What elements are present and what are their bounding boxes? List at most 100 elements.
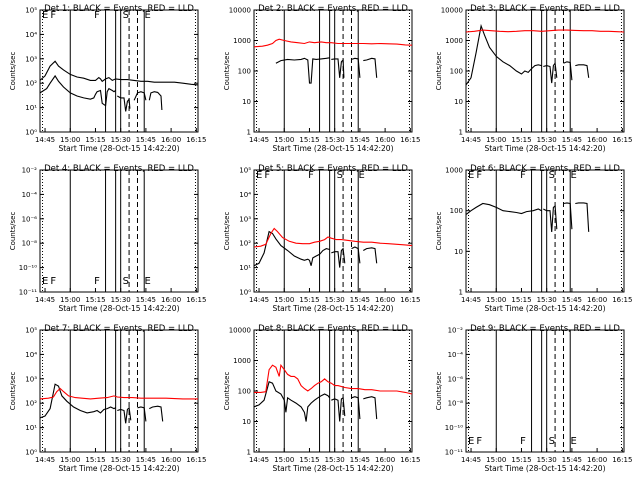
x-tick-label: 16:15 [400,456,420,464]
y-tick-label: 10¹ [25,104,37,112]
y-axis-title: Counts/sec [9,372,17,411]
y-tick-label: 10 [454,248,463,256]
y-tick-label: 10² [25,80,37,88]
plot-frame [253,169,413,293]
x-tick-label: 15:00 [60,136,80,144]
flag-label: S [549,170,555,181]
y-tick-label: 100 [238,68,251,76]
x-tick-label: 14:45 [249,136,269,144]
events-series-segment [39,60,199,86]
x-tick-label: 15:15 [511,296,531,304]
x-tick-label: 14:45 [35,456,55,464]
y-tick-label: 10⁰ [25,449,37,457]
plot-frame [39,169,199,293]
panel-title: Det 1: BLACK = Events, RED = LLD [44,4,194,14]
x-tick-label: 16:15 [612,456,632,464]
events-series-segment [575,202,590,232]
x-tick-label: 15:30 [325,136,345,144]
events-series-segment [148,91,163,111]
flag-label: S [123,10,129,21]
y-tick-label: 10⁰ [239,289,251,297]
y-tick-label: 100 [450,68,463,76]
lld-series-segment [253,227,413,248]
flag-label: E [145,10,151,21]
events-series-segment [331,247,346,268]
x-tick-label: 15:30 [325,456,345,464]
x-tick-label: 16:15 [400,136,420,144]
y-tick-label: 10⁰ [25,129,37,137]
x-tick-label: 15:00 [486,456,506,464]
flag-label: E [571,170,577,181]
flag-label: F [520,170,526,181]
detector-panel-6: Det 6: BLACK = Events, RED = LLD 1 10 100 10… [435,164,632,313]
events-series-segment [149,405,164,422]
x-tick-label: 14:45 [249,456,269,464]
y-axis-title: Counts/sec [223,372,231,411]
events-series-segment [543,204,558,232]
x-tick-label: 15:30 [111,296,131,304]
events-series-segment [543,61,558,84]
y-tick-label: 10³ [25,55,37,63]
flag-label: S [123,276,129,287]
y-tick-label: 10⁻⁸ [448,400,464,408]
y-tick-label: 10⁻⁶ [448,375,464,383]
events-series-segment [133,91,147,101]
panel-title: Det 2: BLACK = Events, RED = LLD [258,4,408,14]
flag-label: F [264,170,270,181]
events-series-segment [253,230,330,267]
y-tick-label: 10¹ [25,424,37,432]
x-tick-label: 15:45 [136,136,156,144]
y-axis-title: Counts/sec [9,52,17,91]
x-tick-label: 15:15 [511,456,531,464]
y-tick-label: 10⁻¹¹ [19,289,37,297]
y-axis-title: Counts/sec [223,52,231,91]
x-tick-label: 15:30 [537,136,557,144]
x-tick-label: 15:45 [562,136,582,144]
x-axis-title: Start Time (28-Oct-15 14:42:20) [58,304,179,313]
events-series-segment [563,61,573,81]
x-axis-title: Start Time (28-Oct-15 14:42:20) [272,144,393,153]
events-series-segment [465,202,542,216]
events-series-segment [137,406,147,422]
y-tick-label: 10 [454,98,463,106]
x-axis-title: Start Time (28-Oct-15 14:42:20) [58,144,179,153]
x-tick-label: 15:45 [136,296,156,304]
events-series-segment [563,202,573,230]
y-tick-label: 10⁵ [25,327,37,335]
events-series-segment [331,58,345,78]
x-tick-label: 15:30 [537,456,557,464]
x-tick-label: 15:45 [562,296,582,304]
panel-title: Det 7: BLACK = Events, RED = LLD [44,324,194,334]
x-tick-label: 16:00 [161,296,181,304]
detector-panel-7: Det 7: BLACK = Events, RED = LLD 10⁰ 10¹ 10… [9,324,206,473]
y-axis-title: Counts/sec [435,372,443,411]
flag-label: E [359,170,365,181]
x-tick-label: 15:15 [85,136,105,144]
y-tick-label: 10⁴ [239,191,251,199]
x-tick-label: 16:15 [612,296,632,304]
events-series-segment [331,396,346,422]
x-tick-label: 15:00 [486,136,506,144]
y-tick-label: 10⁵ [239,167,251,175]
panel-title: Det 4: BLACK = Events, RED = LLD [44,164,194,174]
events-series-segment [117,406,132,424]
x-tick-label: 14:45 [249,296,269,304]
panel-title: Det 5: BLACK = Events, RED = LLD [258,164,408,174]
y-tick-label: 100 [450,207,463,215]
y-tick-label: 10⁻⁶ [22,215,38,223]
events-series-segment [253,381,331,422]
y-tick-label: 10¹ [239,264,251,272]
events-series-segment [363,57,378,78]
lld-series-segment [39,387,198,400]
x-tick-label: 16:00 [375,456,395,464]
plot-frame [39,9,199,133]
x-tick-label: 15:00 [274,456,294,464]
flag-label: E [145,276,151,287]
x-tick-label: 16:15 [612,136,632,144]
x-tick-label: 16:15 [186,136,206,144]
flag-label: S [337,170,343,181]
flag-label: F [476,436,482,447]
events-series-segment [363,396,378,420]
flag-label: F [94,10,100,21]
x-tick-label: 15:15 [299,456,319,464]
